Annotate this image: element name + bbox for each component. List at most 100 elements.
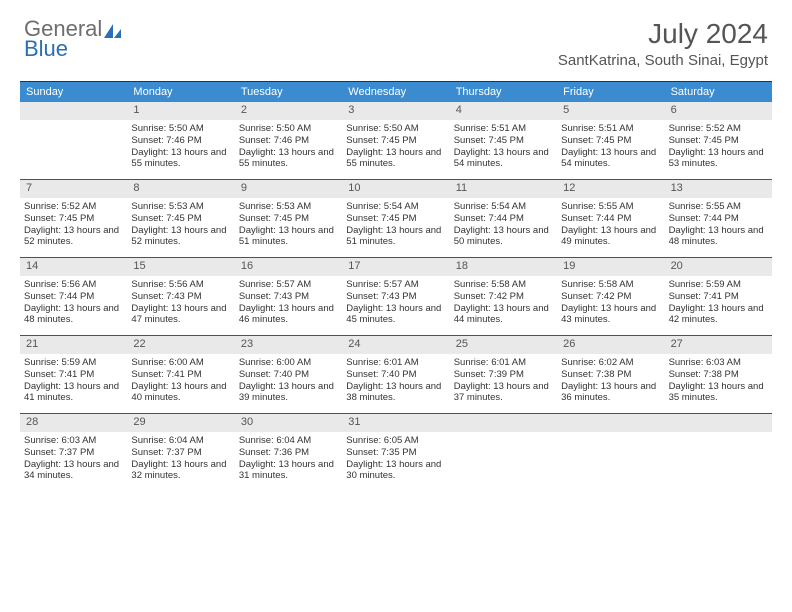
daylight-line: Daylight: 13 hours and 54 minutes. <box>454 147 553 171</box>
daylight-line: Daylight: 13 hours and 31 minutes. <box>239 459 338 483</box>
day-of-week-header: SundayMondayTuesdayWednesdayThursdayFrid… <box>20 82 772 102</box>
sunset-line: Sunset: 7:45 PM <box>131 213 230 225</box>
sunrise-line: Sunrise: 5:58 AM <box>561 279 660 291</box>
daylight-line: Daylight: 13 hours and 35 minutes. <box>669 381 768 405</box>
sunrise-line: Sunrise: 5:51 AM <box>561 123 660 135</box>
day-number: 4 <box>450 102 557 120</box>
daylight-line: Daylight: 13 hours and 47 minutes. <box>131 303 230 327</box>
sunset-line: Sunset: 7:45 PM <box>346 135 445 147</box>
day-number: 23 <box>235 336 342 354</box>
day-cell: 29Sunrise: 6:04 AMSunset: 7:37 PMDayligh… <box>127 414 234 492</box>
sunset-line: Sunset: 7:45 PM <box>561 135 660 147</box>
sunset-line: Sunset: 7:43 PM <box>346 291 445 303</box>
sunrise-line: Sunrise: 5:53 AM <box>131 201 230 213</box>
day-number: 12 <box>557 180 664 198</box>
sunset-line: Sunset: 7:38 PM <box>561 369 660 381</box>
header: GeneralBlue July 2024 SantKatrina, South… <box>0 0 792 77</box>
day-cell: 12Sunrise: 5:55 AMSunset: 7:44 PMDayligh… <box>557 180 664 258</box>
day-number: 2 <box>235 102 342 120</box>
sunset-line: Sunset: 7:45 PM <box>669 135 768 147</box>
sunrise-line: Sunrise: 6:00 AM <box>131 357 230 369</box>
day-cell: 20Sunrise: 5:59 AMSunset: 7:41 PMDayligh… <box>665 258 772 336</box>
sunset-line: Sunset: 7:36 PM <box>239 447 338 459</box>
day-cell-empty <box>20 102 127 180</box>
day-cell: 3Sunrise: 5:50 AMSunset: 7:45 PMDaylight… <box>342 102 449 180</box>
logo: GeneralBlue <box>24 18 125 60</box>
day-cell: 15Sunrise: 5:56 AMSunset: 7:43 PMDayligh… <box>127 258 234 336</box>
sunrise-line: Sunrise: 5:57 AM <box>346 279 445 291</box>
daylight-line: Daylight: 13 hours and 41 minutes. <box>24 381 123 405</box>
week-row: 21Sunrise: 5:59 AMSunset: 7:41 PMDayligh… <box>20 336 772 414</box>
day-number: 29 <box>127 414 234 432</box>
day-number: 16 <box>235 258 342 276</box>
daylight-line: Daylight: 13 hours and 48 minutes. <box>24 303 123 327</box>
day-number: 9 <box>235 180 342 198</box>
week-row: 7Sunrise: 5:52 AMSunset: 7:45 PMDaylight… <box>20 180 772 258</box>
day-number: 21 <box>20 336 127 354</box>
sunset-line: Sunset: 7:41 PM <box>131 369 230 381</box>
daylight-line: Daylight: 13 hours and 55 minutes. <box>346 147 445 171</box>
daylight-line: Daylight: 13 hours and 50 minutes. <box>454 225 553 249</box>
daylight-line: Daylight: 13 hours and 42 minutes. <box>669 303 768 327</box>
sunset-line: Sunset: 7:42 PM <box>454 291 553 303</box>
day-number: 7 <box>20 180 127 198</box>
day-cell-empty <box>450 414 557 492</box>
day-cell: 11Sunrise: 5:54 AMSunset: 7:44 PMDayligh… <box>450 180 557 258</box>
sunrise-line: Sunrise: 5:52 AM <box>669 123 768 135</box>
title-block: July 2024 SantKatrina, South Sinai, Egyp… <box>558 18 768 69</box>
day-number: 18 <box>450 258 557 276</box>
sunrise-line: Sunrise: 5:53 AM <box>239 201 338 213</box>
sunset-line: Sunset: 7:41 PM <box>24 369 123 381</box>
sunset-line: Sunset: 7:45 PM <box>454 135 553 147</box>
day-cell: 16Sunrise: 5:57 AMSunset: 7:43 PMDayligh… <box>235 258 342 336</box>
sunset-line: Sunset: 7:44 PM <box>454 213 553 225</box>
sunrise-line: Sunrise: 6:05 AM <box>346 435 445 447</box>
day-cell: 9Sunrise: 5:53 AMSunset: 7:45 PMDaylight… <box>235 180 342 258</box>
sunset-line: Sunset: 7:37 PM <box>24 447 123 459</box>
sunset-line: Sunset: 7:42 PM <box>561 291 660 303</box>
daylight-line: Daylight: 13 hours and 43 minutes. <box>561 303 660 327</box>
dow-cell: Thursday <box>450 82 557 102</box>
dow-cell: Friday <box>557 82 664 102</box>
day-cell: 21Sunrise: 5:59 AMSunset: 7:41 PMDayligh… <box>20 336 127 414</box>
daylight-line: Daylight: 13 hours and 48 minutes. <box>669 225 768 249</box>
sunrise-line: Sunrise: 5:58 AM <box>454 279 553 291</box>
day-cell-empty <box>557 414 664 492</box>
sunrise-line: Sunrise: 5:56 AM <box>131 279 230 291</box>
day-number: 17 <box>342 258 449 276</box>
sunrise-line: Sunrise: 5:50 AM <box>239 123 338 135</box>
daylight-line: Daylight: 13 hours and 38 minutes. <box>346 381 445 405</box>
dow-cell: Monday <box>127 82 234 102</box>
day-cell: 24Sunrise: 6:01 AMSunset: 7:40 PMDayligh… <box>342 336 449 414</box>
daylight-line: Daylight: 13 hours and 30 minutes. <box>346 459 445 483</box>
sunrise-line: Sunrise: 5:55 AM <box>669 201 768 213</box>
daylight-line: Daylight: 13 hours and 46 minutes. <box>239 303 338 327</box>
sunrise-line: Sunrise: 5:56 AM <box>24 279 123 291</box>
daylight-line: Daylight: 13 hours and 53 minutes. <box>669 147 768 171</box>
day-cell: 8Sunrise: 5:53 AMSunset: 7:45 PMDaylight… <box>127 180 234 258</box>
day-cell: 4 Sunrise: 5:51 AMSunset: 7:45 PMDaylight… <box>450 102 557 180</box>
sunrise-line: Sunrise: 5:50 AM <box>131 123 230 135</box>
dow-cell: Wednesday <box>342 82 449 102</box>
sunset-line: Sunset: 7:44 PM <box>24 291 123 303</box>
week-row: 28Sunrise: 6:03 AMSunset: 7:37 PMDayligh… <box>20 414 772 492</box>
sunset-line: Sunset: 7:44 PM <box>669 213 768 225</box>
day-number-empty <box>20 102 127 120</box>
day-cell: 17Sunrise: 5:57 AMSunset: 7:43 PMDayligh… <box>342 258 449 336</box>
sunset-line: Sunset: 7:46 PM <box>131 135 230 147</box>
day-number-empty <box>450 414 557 432</box>
day-cell: 10Sunrise: 5:54 AMSunset: 7:45 PMDayligh… <box>342 180 449 258</box>
sunrise-line: Sunrise: 6:01 AM <box>454 357 553 369</box>
sunrise-line: Sunrise: 6:01 AM <box>346 357 445 369</box>
day-number-empty <box>665 414 772 432</box>
weeks-container: 1Sunrise: 5:50 AMSunset: 7:46 PMDaylight… <box>20 102 772 492</box>
week-row: 1Sunrise: 5:50 AMSunset: 7:46 PMDaylight… <box>20 102 772 180</box>
sunrise-line: Sunrise: 5:59 AM <box>669 279 768 291</box>
sunrise-line: Sunrise: 5:50 AM <box>346 123 445 135</box>
day-number: 26 <box>557 336 664 354</box>
daylight-line: Daylight: 13 hours and 49 minutes. <box>561 225 660 249</box>
daylight-line: Daylight: 13 hours and 54 minutes. <box>561 147 660 171</box>
sunrise-line: Sunrise: 6:02 AM <box>561 357 660 369</box>
location-text: SantKatrina, South Sinai, Egypt <box>558 52 768 69</box>
sunrise-line: Sunrise: 5:51 AM <box>454 123 553 135</box>
